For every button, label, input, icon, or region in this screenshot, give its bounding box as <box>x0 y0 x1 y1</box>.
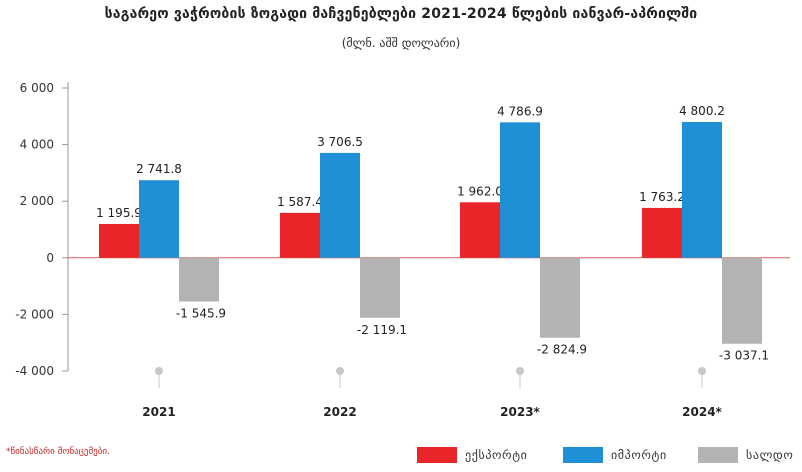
bar-export <box>99 223 139 258</box>
data-label-export: 1 962.0 <box>457 184 503 198</box>
data-label-import: 2 741.8 <box>136 162 182 176</box>
x-axis-marker-dot <box>698 367 706 375</box>
y-tick-label: 4 000 <box>20 138 54 152</box>
y-tick-label: -2 000 <box>15 307 54 321</box>
data-label-balance: -2 119.1 <box>357 323 407 337</box>
bar-balance <box>722 257 762 344</box>
bar-import <box>682 121 722 258</box>
footnote: *წინასწარი მონაცემები. <box>6 447 110 457</box>
y-tick-label: 2 000 <box>20 194 54 208</box>
data-label-export: 1 587.4 <box>277 195 323 209</box>
y-tick-label: 0 <box>46 251 54 265</box>
legend-swatch-export <box>417 447 457 463</box>
y-tick-label: 6 000 <box>20 81 54 95</box>
x-axis-marker-dot <box>516 367 524 375</box>
data-label-balance: -2 824.9 <box>537 343 587 357</box>
x-tick-label: 2022 <box>323 405 356 419</box>
x-tick-label: 2023* <box>500 405 540 419</box>
chart-subtitle: (მლნ. აშშ დოლარი) <box>341 36 461 50</box>
bar-import <box>139 180 179 258</box>
bar-export <box>460 202 500 258</box>
legend-swatch-balance <box>698 447 738 463</box>
data-label-export: 1 763.2 <box>639 190 685 204</box>
legend-swatch-import <box>563 447 603 463</box>
bar-export <box>642 207 682 258</box>
x-tick-label: 2024* <box>682 405 722 419</box>
data-label-export: 1 195.9 <box>96 206 142 220</box>
legend-item-balance: სალდო <box>698 446 793 464</box>
bar-export <box>280 212 320 258</box>
legend-label-export: ექსპორტი <box>465 448 528 462</box>
legend-label-balance: სალდო <box>746 448 794 462</box>
bar-import <box>500 122 540 258</box>
data-label-import: 4 800.2 <box>679 104 725 118</box>
legend-label-import: იმპორტი <box>611 448 667 462</box>
chart-title: საგარეო ვაჭრობის ზოგადი მაჩვენებლები 202… <box>104 6 698 22</box>
data-label-balance: -3 037.1 <box>719 349 769 363</box>
x-tick-label: 2021 <box>142 405 175 419</box>
data-label-balance: -1 545.9 <box>176 307 226 321</box>
legend-item-import: იმპორტი <box>563 446 667 464</box>
x-axis-marker-dot <box>155 367 163 375</box>
data-label-import: 3 706.5 <box>317 135 363 149</box>
x-axis-marker-dot <box>336 367 344 375</box>
bar-import <box>320 152 360 258</box>
y-tick-label: -4 000 <box>15 364 54 378</box>
bar-balance <box>360 257 400 318</box>
legend-item-export: ექსპორტი <box>417 446 527 464</box>
data-label-import: 4 786.9 <box>497 104 543 118</box>
bar-balance <box>540 257 580 338</box>
bar-balance <box>179 257 219 302</box>
